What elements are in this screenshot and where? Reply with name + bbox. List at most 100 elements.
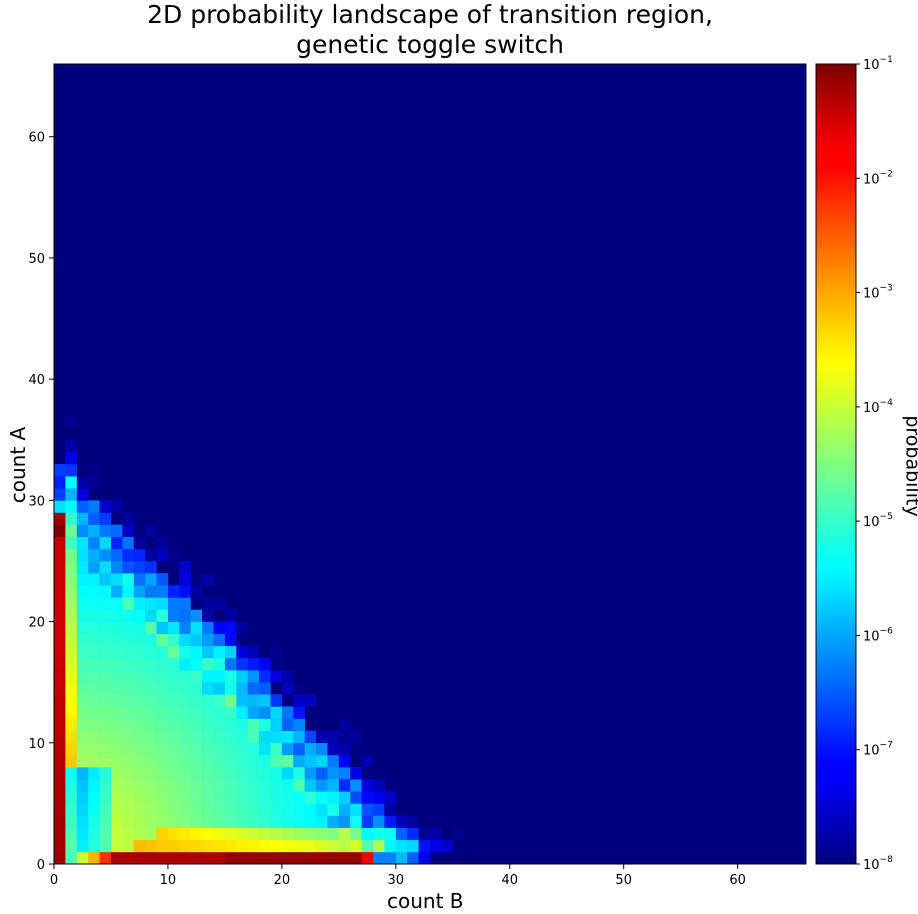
heatmap-cell [88, 815, 100, 828]
heatmap-cell [316, 815, 328, 828]
heatmap-cell [316, 803, 328, 816]
heatmap-cell [270, 815, 283, 828]
heatmap-cell [190, 573, 203, 586]
heatmap-cell [247, 682, 260, 695]
heatmap-cell [54, 573, 66, 586]
heatmap-cell [293, 791, 305, 804]
heatmap-cell [76, 682, 89, 695]
heatmap-cell [270, 754, 283, 768]
heatmap-cell [65, 597, 78, 610]
y-tick-label: 0 [37, 858, 45, 873]
heatmap-cell [224, 670, 237, 683]
heatmap-cell [110, 730, 123, 744]
heatmap-cell [76, 536, 89, 550]
heatmap-cell [88, 536, 100, 550]
heatmap-cell [122, 767, 135, 780]
colorbar-tick-label: 10−6 [863, 626, 893, 644]
heatmap-cell [236, 815, 248, 828]
heatmap-cell [338, 779, 351, 792]
heatmap-cell [122, 573, 135, 586]
heatmap-cell [145, 730, 157, 744]
heatmap-cell [99, 609, 112, 622]
heatmap-cell [167, 767, 180, 780]
heatmap-cell [236, 682, 248, 695]
heatmap-cell [190, 657, 203, 671]
heatmap-cell [259, 742, 271, 756]
heatmap-cell [281, 767, 294, 780]
heatmap-cell [133, 706, 146, 719]
heatmap-cell [247, 645, 260, 659]
heatmap-cell [88, 560, 100, 574]
heatmap-cell [133, 536, 146, 550]
heatmap-cell [145, 779, 157, 792]
heatmap-cell [99, 645, 112, 659]
heatmap-cell [54, 767, 66, 780]
heatmap-cell [110, 670, 123, 683]
heatmap-cell [54, 827, 66, 841]
heatmap-cell [350, 815, 362, 828]
heatmap-cell [133, 645, 146, 659]
heatmap-cell [54, 500, 66, 513]
heatmap-cell [88, 742, 100, 756]
heatmap-cell [179, 791, 192, 804]
heatmap-cell [316, 754, 328, 768]
heatmap-cell [259, 682, 271, 695]
heatmap-cell [179, 670, 192, 683]
heatmap-cell [76, 839, 89, 853]
heatmap-cell [65, 415, 78, 428]
heatmap-cell [190, 621, 203, 634]
heatmap-cell [179, 597, 192, 610]
heatmap-cell [156, 827, 169, 841]
colorbar-tick-label: 10−2 [863, 169, 893, 187]
heatmap-cell [54, 754, 66, 768]
heatmap-cell [110, 718, 123, 731]
heatmap-cell [179, 573, 192, 586]
heatmap-cell [145, 767, 157, 780]
heatmap-cell [190, 706, 203, 719]
heatmap-cell [76, 548, 89, 562]
heatmap-cell [384, 815, 397, 828]
heatmap-cell [88, 791, 100, 804]
heatmap-cell [110, 536, 123, 550]
heatmap-cell [65, 524, 78, 538]
heatmap-cell [133, 560, 146, 574]
heatmap-cell [65, 803, 78, 816]
x-tick-label: 0 [50, 873, 58, 888]
heatmap-cell [54, 851, 66, 865]
heatmap-cell [190, 694, 203, 707]
heatmap-cell [179, 839, 192, 853]
heatmap-cell [259, 791, 271, 804]
heatmap-cell [99, 694, 112, 707]
heatmap-cell [65, 621, 78, 634]
heatmap-cell [236, 706, 248, 719]
heatmap-cell [418, 827, 431, 841]
heatmap-cell [213, 621, 226, 634]
heatmap-cell [65, 573, 78, 586]
heatmap-cell [281, 779, 294, 792]
heatmap-cell [88, 597, 100, 610]
heatmap-cell [88, 670, 100, 683]
heatmap-cell [270, 718, 283, 731]
heatmap-cell [202, 597, 214, 610]
heatmap-cell [202, 851, 214, 865]
heatmap-cell [76, 742, 89, 756]
heatmap-cell [293, 694, 305, 707]
heatmap-cell [213, 706, 226, 719]
heatmap-cell [54, 488, 66, 501]
heatmap-cell [327, 815, 340, 828]
heatmap-cell [145, 585, 157, 598]
heatmap-cell [54, 476, 66, 489]
heatmap-cell [99, 815, 112, 828]
heatmap-cell [213, 742, 226, 756]
heatmap-cell [156, 694, 169, 707]
heatmap-cell [145, 560, 157, 574]
heatmap-cell [338, 742, 351, 756]
heatmap-cell [145, 827, 157, 841]
y-tick-label: 20 [28, 616, 45, 631]
heatmap-cell [133, 670, 146, 683]
heatmap-cell [327, 791, 340, 804]
heatmap-cell [122, 827, 135, 841]
heatmap-cell [156, 657, 169, 671]
heatmap-cell [247, 742, 260, 756]
